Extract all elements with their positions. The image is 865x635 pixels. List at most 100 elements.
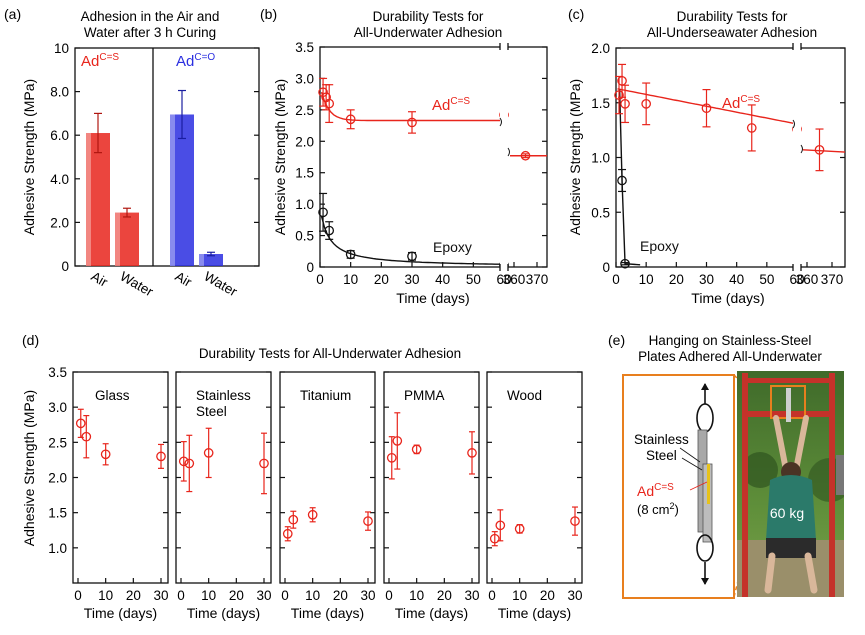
fit-curve-adcs bbox=[320, 91, 504, 122]
pointer-line-adhesive bbox=[689, 481, 708, 491]
bar-highlight bbox=[199, 254, 204, 266]
schematic-label-steel: Steel bbox=[646, 448, 677, 463]
panel-c-xlabel: Time (days) bbox=[691, 290, 764, 306]
point-red bbox=[100, 449, 111, 460]
panel-a-bars bbox=[86, 89, 223, 267]
point-error bbox=[346, 109, 355, 130]
y-tick-label: 3.0 bbox=[295, 71, 314, 86]
point-error bbox=[394, 412, 401, 470]
pointer-line-2 bbox=[681, 457, 703, 471]
point-red bbox=[701, 103, 712, 114]
arrow-down-head bbox=[701, 578, 709, 585]
panel-b-curves bbox=[320, 91, 547, 265]
x-category-label: Water bbox=[202, 269, 241, 300]
x-axis-label: Time (days) bbox=[395, 605, 468, 621]
point-red bbox=[363, 516, 373, 526]
x-axis-label: Time (days) bbox=[187, 605, 260, 621]
y-tick-label: 1.5 bbox=[295, 166, 314, 181]
person-shirt bbox=[766, 475, 816, 540]
panel-b-ylabel: Adhesive Strength (MPa) bbox=[272, 79, 288, 235]
panel-c-ylabel: Adhesive Strength (MPa) bbox=[567, 79, 583, 235]
point-error bbox=[365, 511, 371, 531]
point-error bbox=[186, 434, 193, 493]
panel-c-chart: Adhesive Strength (MPa) Time (days) 0 0.5… bbox=[567, 40, 846, 306]
point-red bbox=[75, 418, 86, 429]
y-tick-label: 2.0 bbox=[48, 471, 67, 486]
point-red bbox=[489, 533, 500, 544]
point-red bbox=[156, 451, 166, 462]
panel-d-y-ticks: 1.0 1.5 2.0 2.5 3.0 3.5 bbox=[48, 365, 67, 556]
panel-c-axis-break bbox=[792, 40, 803, 271]
x-tick-label: 360 bbox=[796, 272, 819, 287]
y-tick-label: 1.5 bbox=[591, 96, 610, 111]
panel-c-points bbox=[614, 63, 825, 269]
panel-b-title-line1: Durability Tests for bbox=[373, 9, 484, 24]
point-black bbox=[617, 175, 627, 186]
x-axis-label: Time (days) bbox=[291, 605, 364, 621]
x-tick-label: 0 bbox=[612, 272, 620, 287]
x-tick-label: 30 bbox=[464, 588, 479, 603]
y-tick-label: 3.5 bbox=[295, 40, 314, 55]
y-tick-label: 0.5 bbox=[295, 229, 314, 244]
x-tick-label: 0 bbox=[488, 588, 496, 603]
x-tick-label: 10 bbox=[98, 588, 113, 603]
panel-c-title-line1: Durability Tests for bbox=[677, 9, 788, 24]
schematic-label-stainless: Stainless bbox=[634, 432, 689, 447]
point-red bbox=[321, 92, 331, 103]
x-tick-label: 40 bbox=[435, 272, 450, 287]
point-red bbox=[495, 520, 506, 531]
point-error bbox=[325, 221, 334, 240]
point-black bbox=[620, 258, 630, 269]
point-red bbox=[570, 516, 580, 526]
point-black bbox=[407, 251, 417, 262]
x-tick-label: 30 bbox=[567, 588, 582, 603]
point-error bbox=[521, 153, 530, 159]
point-black bbox=[324, 225, 335, 236]
bar-blue-water bbox=[199, 254, 223, 266]
frame-bar-top bbox=[742, 378, 835, 383]
point-red bbox=[178, 456, 189, 467]
point-error bbox=[815, 128, 824, 172]
point-red bbox=[259, 458, 269, 469]
y-tick-label: 4.0 bbox=[50, 172, 69, 187]
y-tick-label: 10 bbox=[54, 41, 69, 56]
fit-curve-epoxy bbox=[320, 216, 505, 265]
point-black bbox=[318, 207, 328, 218]
y-tick-label: 2.0 bbox=[591, 41, 610, 56]
point-error bbox=[388, 436, 395, 480]
x-tick-label: 370 bbox=[821, 272, 844, 287]
x-category-label: Water bbox=[118, 269, 157, 300]
point-error bbox=[325, 84, 334, 124]
point-red bbox=[345, 114, 356, 125]
point-error bbox=[572, 506, 578, 536]
subplot-frame bbox=[486, 371, 583, 584]
x-tick-label: 20 bbox=[126, 588, 141, 603]
panel-a-x-labels: Air Water Air Water bbox=[89, 269, 241, 300]
x-tick-label: 30 bbox=[404, 272, 419, 287]
y-tick-label: 0 bbox=[306, 260, 314, 275]
x-tick-label: 360 bbox=[503, 272, 526, 287]
panel-c-title-line2: All-Underseawater Adhesion bbox=[647, 25, 817, 40]
frame-post-left bbox=[742, 373, 748, 597]
fit-curve-epoxy bbox=[618, 89, 641, 266]
x-tick-label: 10 bbox=[201, 588, 216, 603]
subplot-title-line1: Stainless bbox=[196, 388, 251, 403]
x-axis-label: Time (days) bbox=[84, 605, 157, 621]
panel-d-ylabel: Adhesive Strength (MPa) bbox=[21, 390, 37, 546]
subplot-titanium: 0 10 20 30 Time (days) Titanium bbox=[279, 371, 376, 621]
point-error bbox=[77, 408, 84, 439]
panel-e-title-line2: Plates Adhered All-Underwater bbox=[638, 349, 822, 364]
point-error bbox=[621, 262, 630, 266]
point-red bbox=[324, 98, 335, 109]
point-error bbox=[102, 443, 109, 466]
bar-error bbox=[178, 89, 186, 140]
bar-error bbox=[123, 207, 131, 218]
x-tick-label: 370 bbox=[526, 272, 549, 287]
point-error bbox=[408, 111, 416, 134]
schematic-frame bbox=[622, 374, 735, 599]
point-error bbox=[309, 507, 316, 523]
y-tick-label: 2.5 bbox=[48, 435, 67, 450]
person-shorts bbox=[766, 538, 816, 558]
x-tick-label: 0 bbox=[177, 588, 185, 603]
